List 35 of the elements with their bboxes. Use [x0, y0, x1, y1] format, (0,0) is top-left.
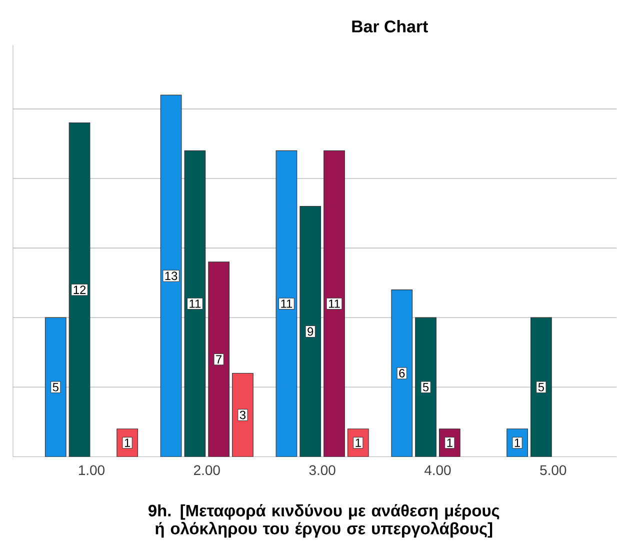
x-tick-label: 5.00 — [540, 465, 566, 476]
data-label: 9 — [308, 327, 314, 336]
bar — [44, 317, 66, 457]
data-label: 1 — [124, 438, 130, 448]
data-label: 11 — [190, 300, 201, 308]
x-tick-label: 3.00 — [309, 465, 336, 476]
data-label: 5 — [52, 383, 58, 392]
data-label: 1 — [447, 438, 452, 448]
bar — [391, 290, 413, 457]
data-label: 13 — [165, 272, 178, 280]
bar — [232, 373, 254, 457]
x-axis-title: 9h. [Μεταφορά κινδύνου με ανάθεση μέρους ή ολόκληρου του έργου σε υπεργολάβους] — [148, 504, 500, 538]
x-tick-label: 2.00 — [194, 465, 220, 476]
bar — [324, 150, 345, 457]
data-label: 1 — [514, 438, 520, 448]
x-tick-label: 1.00 — [78, 465, 104, 476]
bar — [276, 150, 298, 457]
bar — [300, 206, 322, 457]
data-label: 1 — [356, 438, 361, 448]
bar — [68, 122, 90, 457]
bar — [160, 94, 182, 457]
data-label: 11 — [281, 300, 292, 308]
bar — [415, 317, 436, 457]
data-label: 12 — [74, 286, 86, 294]
data-label: 3 — [240, 410, 246, 420]
data-label: 7 — [216, 355, 222, 364]
chart-title: Bar Chart — [352, 20, 428, 33]
bar — [208, 262, 230, 457]
bar — [530, 317, 552, 457]
bar — [184, 150, 206, 457]
data-label: 5 — [422, 383, 429, 392]
data-label: 11 — [328, 300, 340, 308]
data-label: 6 — [399, 369, 405, 378]
x-tick-label: 4.00 — [424, 465, 451, 476]
data-label: 5 — [538, 383, 544, 392]
